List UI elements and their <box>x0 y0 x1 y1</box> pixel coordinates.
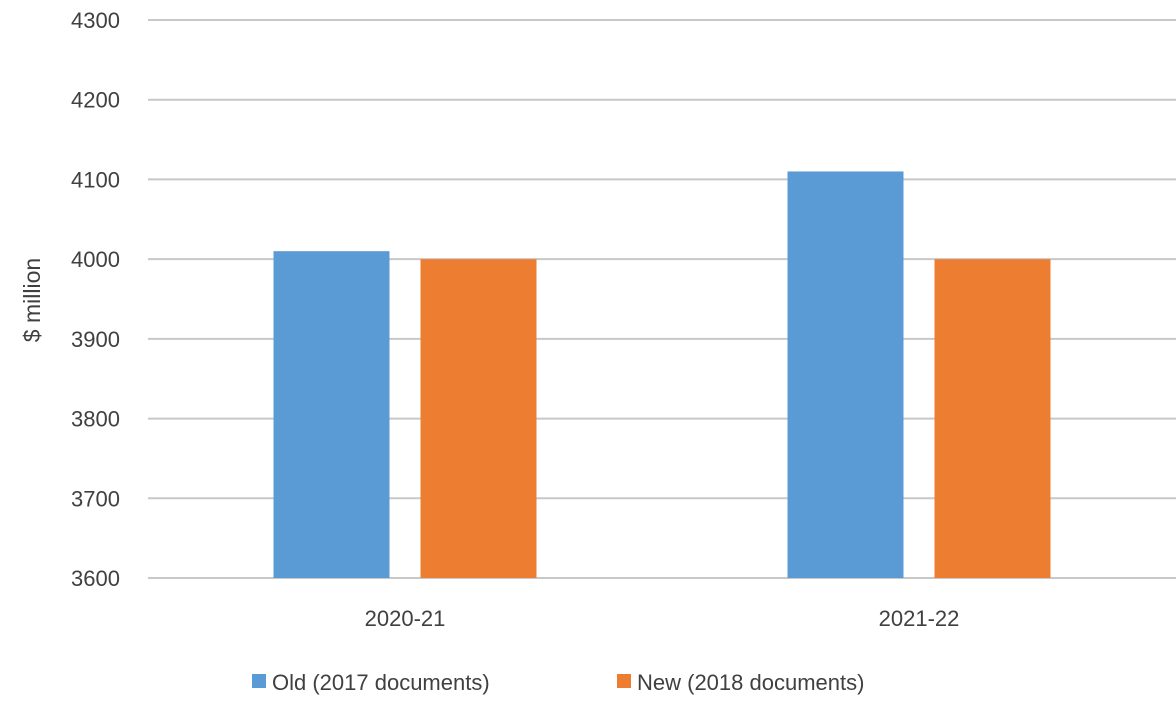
legend: Old (2017 documents) New (2018 documents) <box>252 670 864 695</box>
legend-swatch-1 <box>252 674 266 688</box>
y-axis-title: $ million <box>19 258 45 342</box>
y-tick-label: 4300 <box>71 8 120 33</box>
y-tick-label: 3700 <box>71 486 120 511</box>
y-tick-label: 4200 <box>71 88 120 113</box>
legend-label-2: New (2018 documents) <box>637 670 864 695</box>
y-tick-label: 3600 <box>71 566 120 591</box>
x-tick-label: 2020-21 <box>365 606 446 631</box>
x-tick-label: 2021-22 <box>879 606 960 631</box>
bars <box>273 171 1051 578</box>
y-tick-label: 3800 <box>71 407 120 432</box>
legend-label-1: Old (2017 documents) <box>272 670 490 695</box>
x-axis-ticks: 2020-21 2021-22 <box>365 606 960 631</box>
y-tick-label: 4000 <box>71 247 120 272</box>
bar-2021-22-series-2 <box>934 259 1051 578</box>
bar-2020-21-series-2 <box>420 259 537 578</box>
y-tick-label: 4100 <box>71 167 120 192</box>
bar-2021-22-series-1 <box>787 171 904 578</box>
legend-swatch-2 <box>617 674 631 688</box>
y-axis-ticks: 3600 3700 3800 3900 4000 4100 4200 4300 <box>71 8 120 591</box>
y-tick-label: 3900 <box>71 327 120 352</box>
bar-2020-21-series-1 <box>273 251 390 578</box>
